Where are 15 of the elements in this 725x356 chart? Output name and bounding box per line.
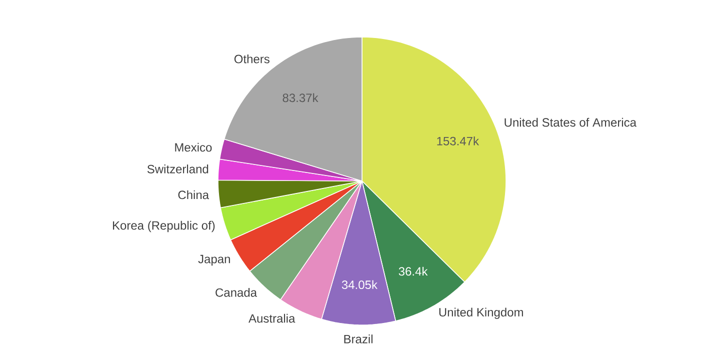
data-label: 153.47k bbox=[437, 136, 479, 146]
slice-label: Others bbox=[234, 54, 270, 64]
slice-label: China bbox=[178, 190, 210, 200]
slice-label: Switzerland bbox=[147, 164, 208, 174]
slice-label: Japan bbox=[198, 254, 230, 266]
data-label: 83.37k bbox=[282, 93, 318, 102]
slice-label: Canada bbox=[216, 288, 258, 297]
data-label: 36.4k bbox=[398, 266, 428, 276]
slice-label: United States of America bbox=[504, 118, 637, 127]
slice-label: Brazil bbox=[344, 334, 372, 344]
slice-label: Mexico bbox=[175, 142, 212, 152]
slice-label: United Kingdom bbox=[439, 308, 523, 319]
slice-label: Australia bbox=[248, 314, 296, 323]
slice-label: Korea (Republic of) bbox=[112, 220, 215, 232]
data-label: 34.05k bbox=[342, 280, 378, 290]
